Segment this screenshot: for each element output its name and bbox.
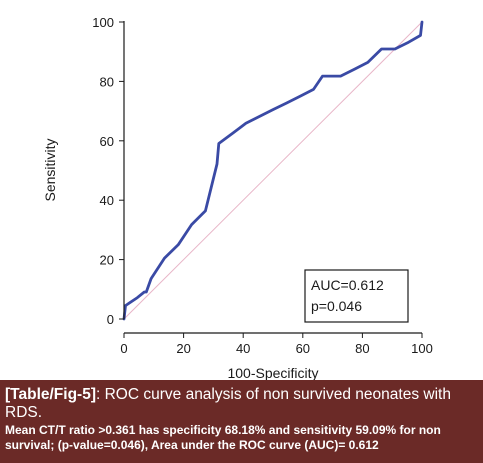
ticks-layer: 0 20 40 60 80 100 0 20 40 60 80 100 [92, 15, 433, 356]
y-tick-label: 80 [100, 74, 114, 89]
x-tick-label: 100 [411, 341, 433, 356]
annotation-frame [304, 269, 409, 323]
roc-curve-layer [122, 20, 424, 321]
p-value-text: p=0.046 [311, 298, 362, 314]
y-tick-label: 40 [100, 193, 114, 208]
auc-text: AUC=0.612 [311, 277, 384, 293]
y-tick-label: 20 [100, 253, 114, 268]
caption-heading: [Table/Fig-5]: ROC curve analysis of non… [5, 386, 479, 422]
caption-tag: [Table/Fig-5] [5, 386, 96, 403]
x-tick-label: 60 [296, 341, 310, 356]
roc-chart: 0 20 40 60 80 100 0 20 40 60 80 100 100-Specificity… [42, 15, 433, 380]
figure-caption: [Table/Fig-5]: ROC curve analysis of non… [0, 380, 483, 463]
y-tick-label: 60 [100, 134, 114, 149]
x-axis-label: 100-Specificity [227, 365, 318, 380]
chart-canvas: 0 20 40 60 80 100 0 20 40 60 80 100 100-Specificity… [42, 15, 433, 380]
x-tick-label: 40 [236, 341, 250, 356]
reference-diagonal-line [123, 21, 423, 320]
y-tick-label: 0 [107, 312, 114, 327]
reference-line-layer [123, 21, 423, 320]
auc-annotation-box: AUC=0.612 p=0.046 [304, 269, 409, 323]
x-tick-label: 0 [120, 341, 127, 356]
caption-note: Mean CT/T ratio >0.361 has specificity 6… [5, 423, 441, 452]
y-tick-label: 100 [92, 15, 114, 30]
caption-title: : ROC curve analysis of non survived neo… [5, 386, 451, 421]
y-axis-label: Sensitivity [42, 138, 58, 201]
x-tick-label: 20 [176, 341, 190, 356]
roc-curve-line [122, 20, 424, 321]
x-tick-label: 80 [355, 341, 369, 356]
axes-layer [123, 21, 422, 334]
